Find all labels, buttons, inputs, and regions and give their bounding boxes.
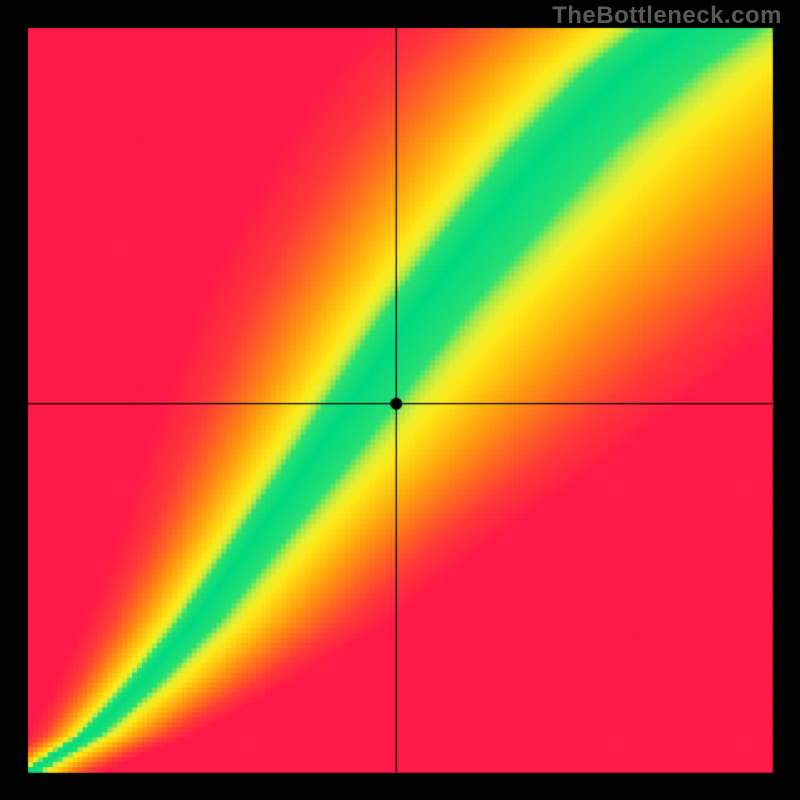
watermark-text: TheBottleneck.com	[552, 2, 782, 30]
bottleneck-heatmap	[0, 0, 800, 800]
